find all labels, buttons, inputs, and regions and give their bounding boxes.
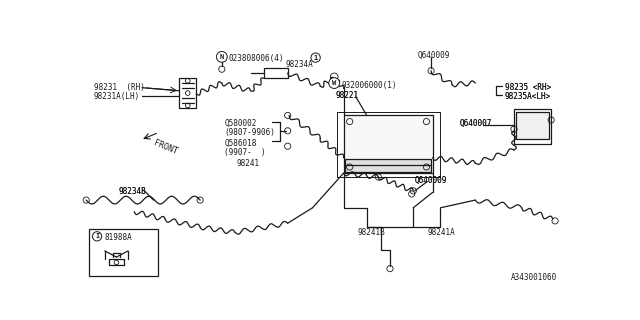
- Text: 1: 1: [314, 55, 317, 61]
- Text: 98235 <RH>: 98235 <RH>: [505, 83, 551, 92]
- Text: 98234B: 98234B: [119, 187, 147, 196]
- Circle shape: [216, 52, 227, 62]
- Circle shape: [92, 232, 102, 241]
- Text: Q640007: Q640007: [460, 119, 492, 128]
- Text: Q580002: Q580002: [224, 119, 257, 128]
- Text: (9907-  ): (9907- ): [224, 148, 266, 157]
- Text: 98221: 98221: [336, 91, 359, 100]
- Bar: [516, 112, 549, 139]
- Text: Q640009: Q640009: [415, 175, 447, 184]
- Text: 98235 <RH>: 98235 <RH>: [505, 83, 551, 92]
- Circle shape: [329, 78, 340, 88]
- Text: Q640007: Q640007: [460, 119, 492, 128]
- Text: 98231  (RH): 98231 (RH): [94, 83, 145, 92]
- Text: Q640009: Q640009: [415, 175, 447, 184]
- Text: N: N: [220, 54, 224, 60]
- Text: 98235A<LH>: 98235A<LH>: [505, 92, 551, 101]
- Text: A343001060: A343001060: [511, 273, 557, 282]
- Text: FRONT: FRONT: [152, 139, 179, 156]
- Text: 98241: 98241: [237, 158, 260, 167]
- Text: (9807-9906): (9807-9906): [224, 129, 275, 138]
- Text: I: I: [95, 233, 99, 239]
- Bar: [345, 159, 431, 172]
- Text: 98241A: 98241A: [428, 228, 455, 237]
- Text: 98241B: 98241B: [358, 228, 385, 237]
- Bar: [344, 116, 433, 173]
- Bar: [264, 68, 288, 78]
- Circle shape: [311, 53, 320, 62]
- Text: 98234B: 98234B: [119, 187, 147, 196]
- Text: 98221: 98221: [336, 91, 359, 100]
- Text: W: W: [332, 80, 337, 86]
- Text: Q586018: Q586018: [224, 139, 257, 148]
- Bar: [514, 109, 551, 144]
- Text: 98231A(LH): 98231A(LH): [94, 92, 140, 101]
- Text: 98235A<LH>: 98235A<LH>: [505, 92, 551, 101]
- Text: 032006000(1): 032006000(1): [341, 81, 397, 90]
- Text: 023808006(4): 023808006(4): [229, 54, 284, 63]
- Text: Q640009: Q640009: [417, 51, 449, 60]
- Text: 98234A: 98234A: [285, 60, 313, 69]
- Text: 81988A: 81988A: [104, 233, 132, 242]
- Bar: [179, 78, 196, 108]
- Bar: [90, 229, 157, 276]
